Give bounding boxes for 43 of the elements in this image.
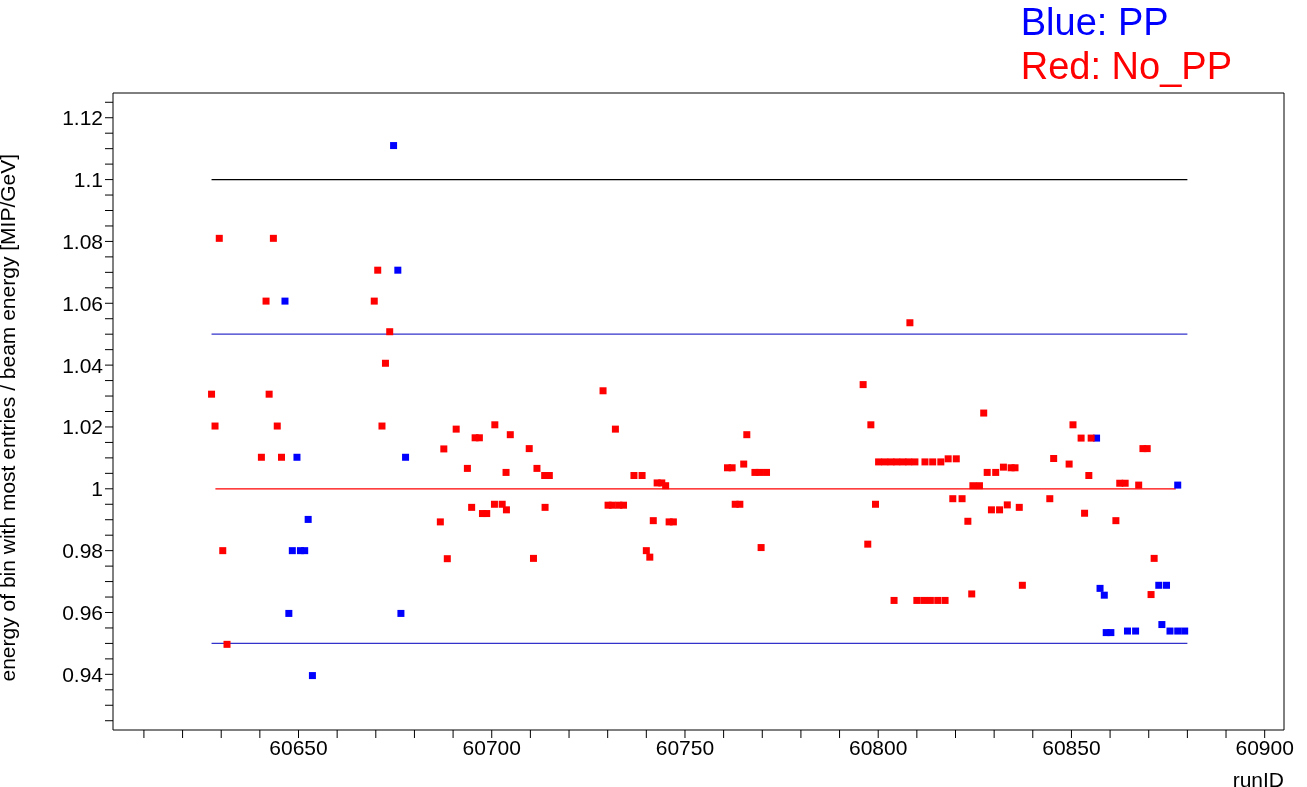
- point: [1163, 581, 1171, 589]
- point: [390, 142, 398, 150]
- x-tick-label: 60850: [1042, 735, 1101, 759]
- point: [293, 453, 301, 461]
- point: [397, 609, 405, 617]
- y-tick-label: 1: [91, 477, 103, 501]
- y-tick-label: 1.02: [62, 415, 103, 439]
- point: [1181, 627, 1189, 635]
- y-tick-label: 0.94: [62, 662, 104, 686]
- point: [304, 515, 312, 523]
- point: [301, 547, 309, 555]
- point: [1132, 627, 1140, 635]
- point: [1166, 627, 1174, 635]
- point: [1100, 591, 1108, 599]
- point: [402, 453, 410, 461]
- y-axis-title: energy of bin with most entries / beam energy [MIP/GeV]: [0, 153, 20, 682]
- point: [394, 266, 402, 274]
- y-tick-label: 1.08: [62, 229, 103, 253]
- x-tick-label: 60800: [849, 735, 908, 759]
- y-tick-label: 1.04: [62, 353, 104, 377]
- point: [1096, 584, 1104, 592]
- y-tick-label: 0.96: [62, 600, 103, 624]
- point: [308, 672, 316, 680]
- point: [285, 609, 293, 617]
- point: [1174, 481, 1182, 489]
- point: [1155, 581, 1163, 589]
- text: Blue: PP: [1020, 0, 1170, 44]
- x-tick-label: 60750: [655, 735, 715, 759]
- y-tick-label: 0.98: [62, 539, 103, 563]
- point: [1174, 627, 1182, 635]
- text: Red: No_PP: [1020, 44, 1232, 88]
- x-tick-label: 60650: [269, 735, 328, 759]
- x-tick-label: 60700: [462, 735, 521, 759]
- point: [281, 297, 289, 305]
- point: [1107, 629, 1115, 637]
- point: [1158, 621, 1166, 629]
- x-axis-title: runID: [1232, 768, 1284, 787]
- point: [288, 547, 296, 555]
- point: [1123, 627, 1131, 635]
- x-tick-label: 60900: [1235, 735, 1294, 759]
- y-tick-label: 1.06: [62, 291, 103, 315]
- y-tick-label: 1.12: [62, 106, 103, 130]
- y-tick-label: 1.1: [73, 168, 103, 192]
